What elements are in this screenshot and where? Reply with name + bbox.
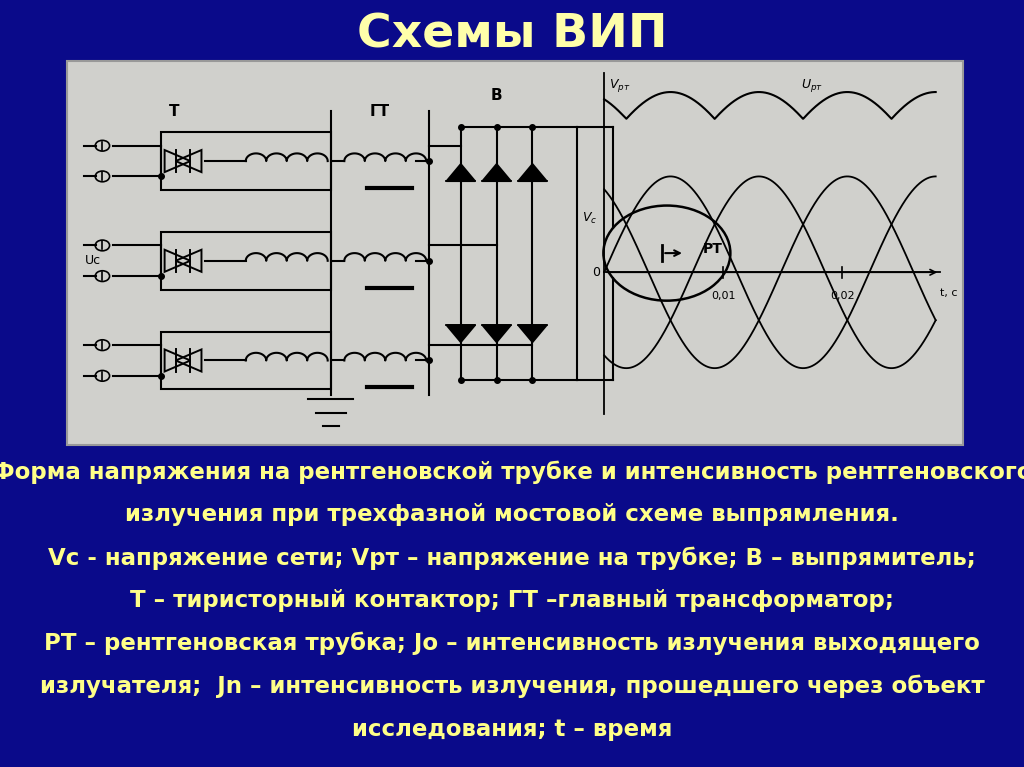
Text: $V_{рт}$: $V_{рт}$ <box>608 77 630 94</box>
Polygon shape <box>446 325 475 342</box>
Text: излучения при трехфазной мостовой схеме выпрямления.: излучения при трехфазной мостовой схеме … <box>125 503 899 526</box>
Text: исследования; t – время: исследования; t – время <box>352 718 672 741</box>
Text: Форма напряжения на рентгеновской трубке и интенсивность рентгеновского: Форма напряжения на рентгеновской трубке… <box>0 460 1024 484</box>
Bar <box>161 331 331 390</box>
Text: Т: Т <box>169 104 179 119</box>
Text: излучателя;  Jn – интенсивность излучения, прошедшего через объект: излучателя; Jn – интенсивность излучения… <box>40 675 984 699</box>
Text: Uс: Uс <box>84 255 100 267</box>
Text: РТ – рентгеновская трубка; Jo – интенсивность излучения выходящего: РТ – рентгеновская трубка; Jo – интенсив… <box>44 632 980 656</box>
Polygon shape <box>518 164 547 181</box>
Bar <box>161 232 331 289</box>
Polygon shape <box>446 164 475 181</box>
Text: Vc - напряжение сети; Vрт – напряжение на трубке; В – выпрямитель;: Vc - напряжение сети; Vрт – напряжение н… <box>48 546 976 570</box>
Text: $V_c$: $V_c$ <box>582 211 597 226</box>
Text: ГТ: ГТ <box>370 104 390 119</box>
Text: Схемы ВИП: Схемы ВИП <box>356 12 668 57</box>
Text: 0,01: 0,01 <box>711 291 735 301</box>
Polygon shape <box>518 325 547 342</box>
Polygon shape <box>482 325 511 342</box>
Text: 0: 0 <box>592 266 600 278</box>
Bar <box>67 61 963 445</box>
Text: В: В <box>490 88 503 104</box>
Text: t, с: t, с <box>940 288 957 298</box>
Text: 0,02: 0,02 <box>830 291 855 301</box>
Bar <box>161 132 331 190</box>
Polygon shape <box>482 164 511 181</box>
Text: Т – тиристорный контактор; ГТ –главный трансформатор;: Т – тиристорный контактор; ГТ –главный т… <box>130 589 894 612</box>
Text: $U_{рт}$: $U_{рт}$ <box>801 77 823 94</box>
Text: РТ: РТ <box>702 242 723 256</box>
